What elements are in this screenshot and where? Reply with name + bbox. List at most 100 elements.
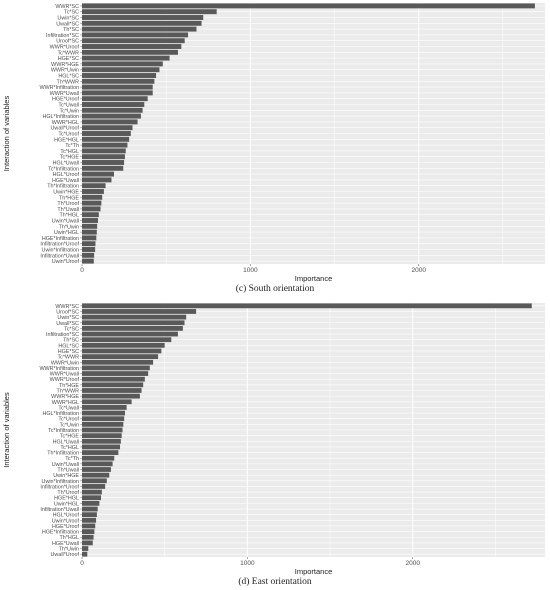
bar [82, 348, 162, 354]
bar [82, 337, 172, 343]
bar [82, 229, 97, 235]
y-tick-label: HGL*Infiltration [42, 411, 79, 417]
bar [82, 523, 96, 529]
x-axis-label: Importance [295, 274, 333, 283]
y-tick-label: Uwin*Uroof [52, 259, 80, 265]
y-tick-label: Th*Infiltration [47, 184, 79, 190]
y-tick-label: Th*WWR [57, 79, 80, 85]
bar [82, 78, 155, 84]
bar [82, 495, 102, 501]
y-tick-label: Tc*HGE [60, 155, 80, 161]
y-tick-label: Th*HGL [60, 213, 79, 219]
bar [82, 165, 124, 171]
bar [82, 55, 170, 61]
bar [82, 171, 114, 177]
bar [82, 20, 202, 26]
y-tick-label: HGL*Uwall [53, 439, 79, 445]
bar [82, 38, 185, 44]
bar [82, 148, 126, 154]
bar [82, 388, 142, 393]
y-axis-label: Interaction of variables [2, 392, 11, 468]
bar [82, 252, 95, 258]
bar [82, 96, 148, 102]
y-tick-label: Uroof*SC [56, 309, 79, 315]
y-tick-label: Th*SC [63, 338, 79, 344]
y-tick-label: Infiltration*SC [46, 332, 79, 338]
bar [82, 438, 121, 444]
bar [82, 241, 96, 247]
bar [82, 529, 95, 534]
bar [82, 416, 125, 422]
bar [82, 478, 107, 484]
y-tick-label: Infiltration*Uwall [40, 507, 79, 513]
y-tick-label: HGL*Uroof [53, 172, 80, 178]
y-tick-label: Uwin*SC [57, 16, 79, 22]
y-tick-label: Th*HGL [60, 535, 79, 541]
bar [82, 359, 154, 365]
y-tick-label: HGL*SC [58, 74, 79, 80]
bar [82, 472, 110, 478]
x-axis-label: Importance [295, 567, 333, 576]
y-tick-label: Infiltration*Uwall [40, 253, 79, 259]
x-tick-label: 0 [80, 267, 84, 274]
y-tick-label: Th*Uwin [59, 547, 79, 553]
y-tick-label: Uwin*Uroof [52, 518, 80, 524]
bar [82, 194, 103, 200]
y-tick-label: HGE*HGL [54, 137, 79, 143]
bar [82, 61, 163, 67]
y-tick-label: Th*Uwall [57, 207, 79, 213]
bar [82, 399, 132, 405]
bar [82, 320, 185, 326]
y-tick-label: WWR*HGE [51, 62, 79, 68]
bar [82, 517, 97, 523]
y-tick-label: Uwall*Uroof [51, 552, 80, 558]
x-tick-label: 1000 [240, 560, 255, 567]
y-tick-label: HGE*SC [58, 349, 79, 355]
bar [82, 534, 94, 540]
y-tick-label: Uwin*Infiltration [42, 248, 79, 254]
y-tick-label: Uwin*HGE [53, 190, 79, 196]
bar [82, 365, 150, 371]
y-tick-label: Uwin*Infiltration [42, 479, 79, 485]
y-tick-label: WWR*Infiltration [39, 366, 79, 372]
bar [82, 461, 113, 467]
bar [82, 371, 149, 376]
bar [82, 49, 178, 55]
bar [82, 484, 106, 489]
bar [82, 382, 144, 388]
bar [82, 15, 204, 20]
bar [82, 540, 93, 546]
bar [82, 154, 125, 160]
y-tick-label: WWR*Infiltration [39, 85, 79, 91]
bar [82, 223, 98, 229]
bar [82, 546, 89, 551]
bar [82, 131, 131, 136]
bar [82, 467, 111, 472]
y-tick-label: WWR*HGL [52, 120, 79, 126]
bar [82, 314, 187, 320]
y-tick-label: Uwin*Uwall [52, 219, 79, 225]
bar [82, 410, 125, 416]
y-tick-label: Th*Uwin [59, 224, 79, 230]
y-tick-label: WWR*SC [55, 4, 79, 10]
bar [82, 200, 102, 206]
bar [82, 189, 104, 194]
bar [82, 326, 183, 331]
y-tick-label: Th*WWR [57, 388, 80, 394]
y-tick-label: Th*Uwall [57, 468, 79, 474]
y-tick-label: Tc*Uwin [60, 422, 79, 428]
bar [82, 489, 102, 495]
bar [82, 102, 145, 107]
y-tick-label: Uwin*HGL [54, 230, 79, 236]
y-tick-label: Uwin*HGE [53, 473, 79, 479]
y-tick-label: Uwall*Uroof [51, 126, 80, 132]
y-tick-label: Uwall*SC [56, 21, 79, 27]
y-tick-label: Th*HGE [59, 383, 79, 389]
bar [82, 342, 165, 348]
x-tick-label: 0 [80, 560, 84, 567]
bar [82, 405, 127, 410]
bar [82, 160, 125, 165]
y-tick-label: Tc*Uroof [58, 417, 79, 423]
y-tick-label: Tc*HGE [60, 434, 80, 440]
y-tick-label: HGE*HGL [54, 496, 79, 502]
